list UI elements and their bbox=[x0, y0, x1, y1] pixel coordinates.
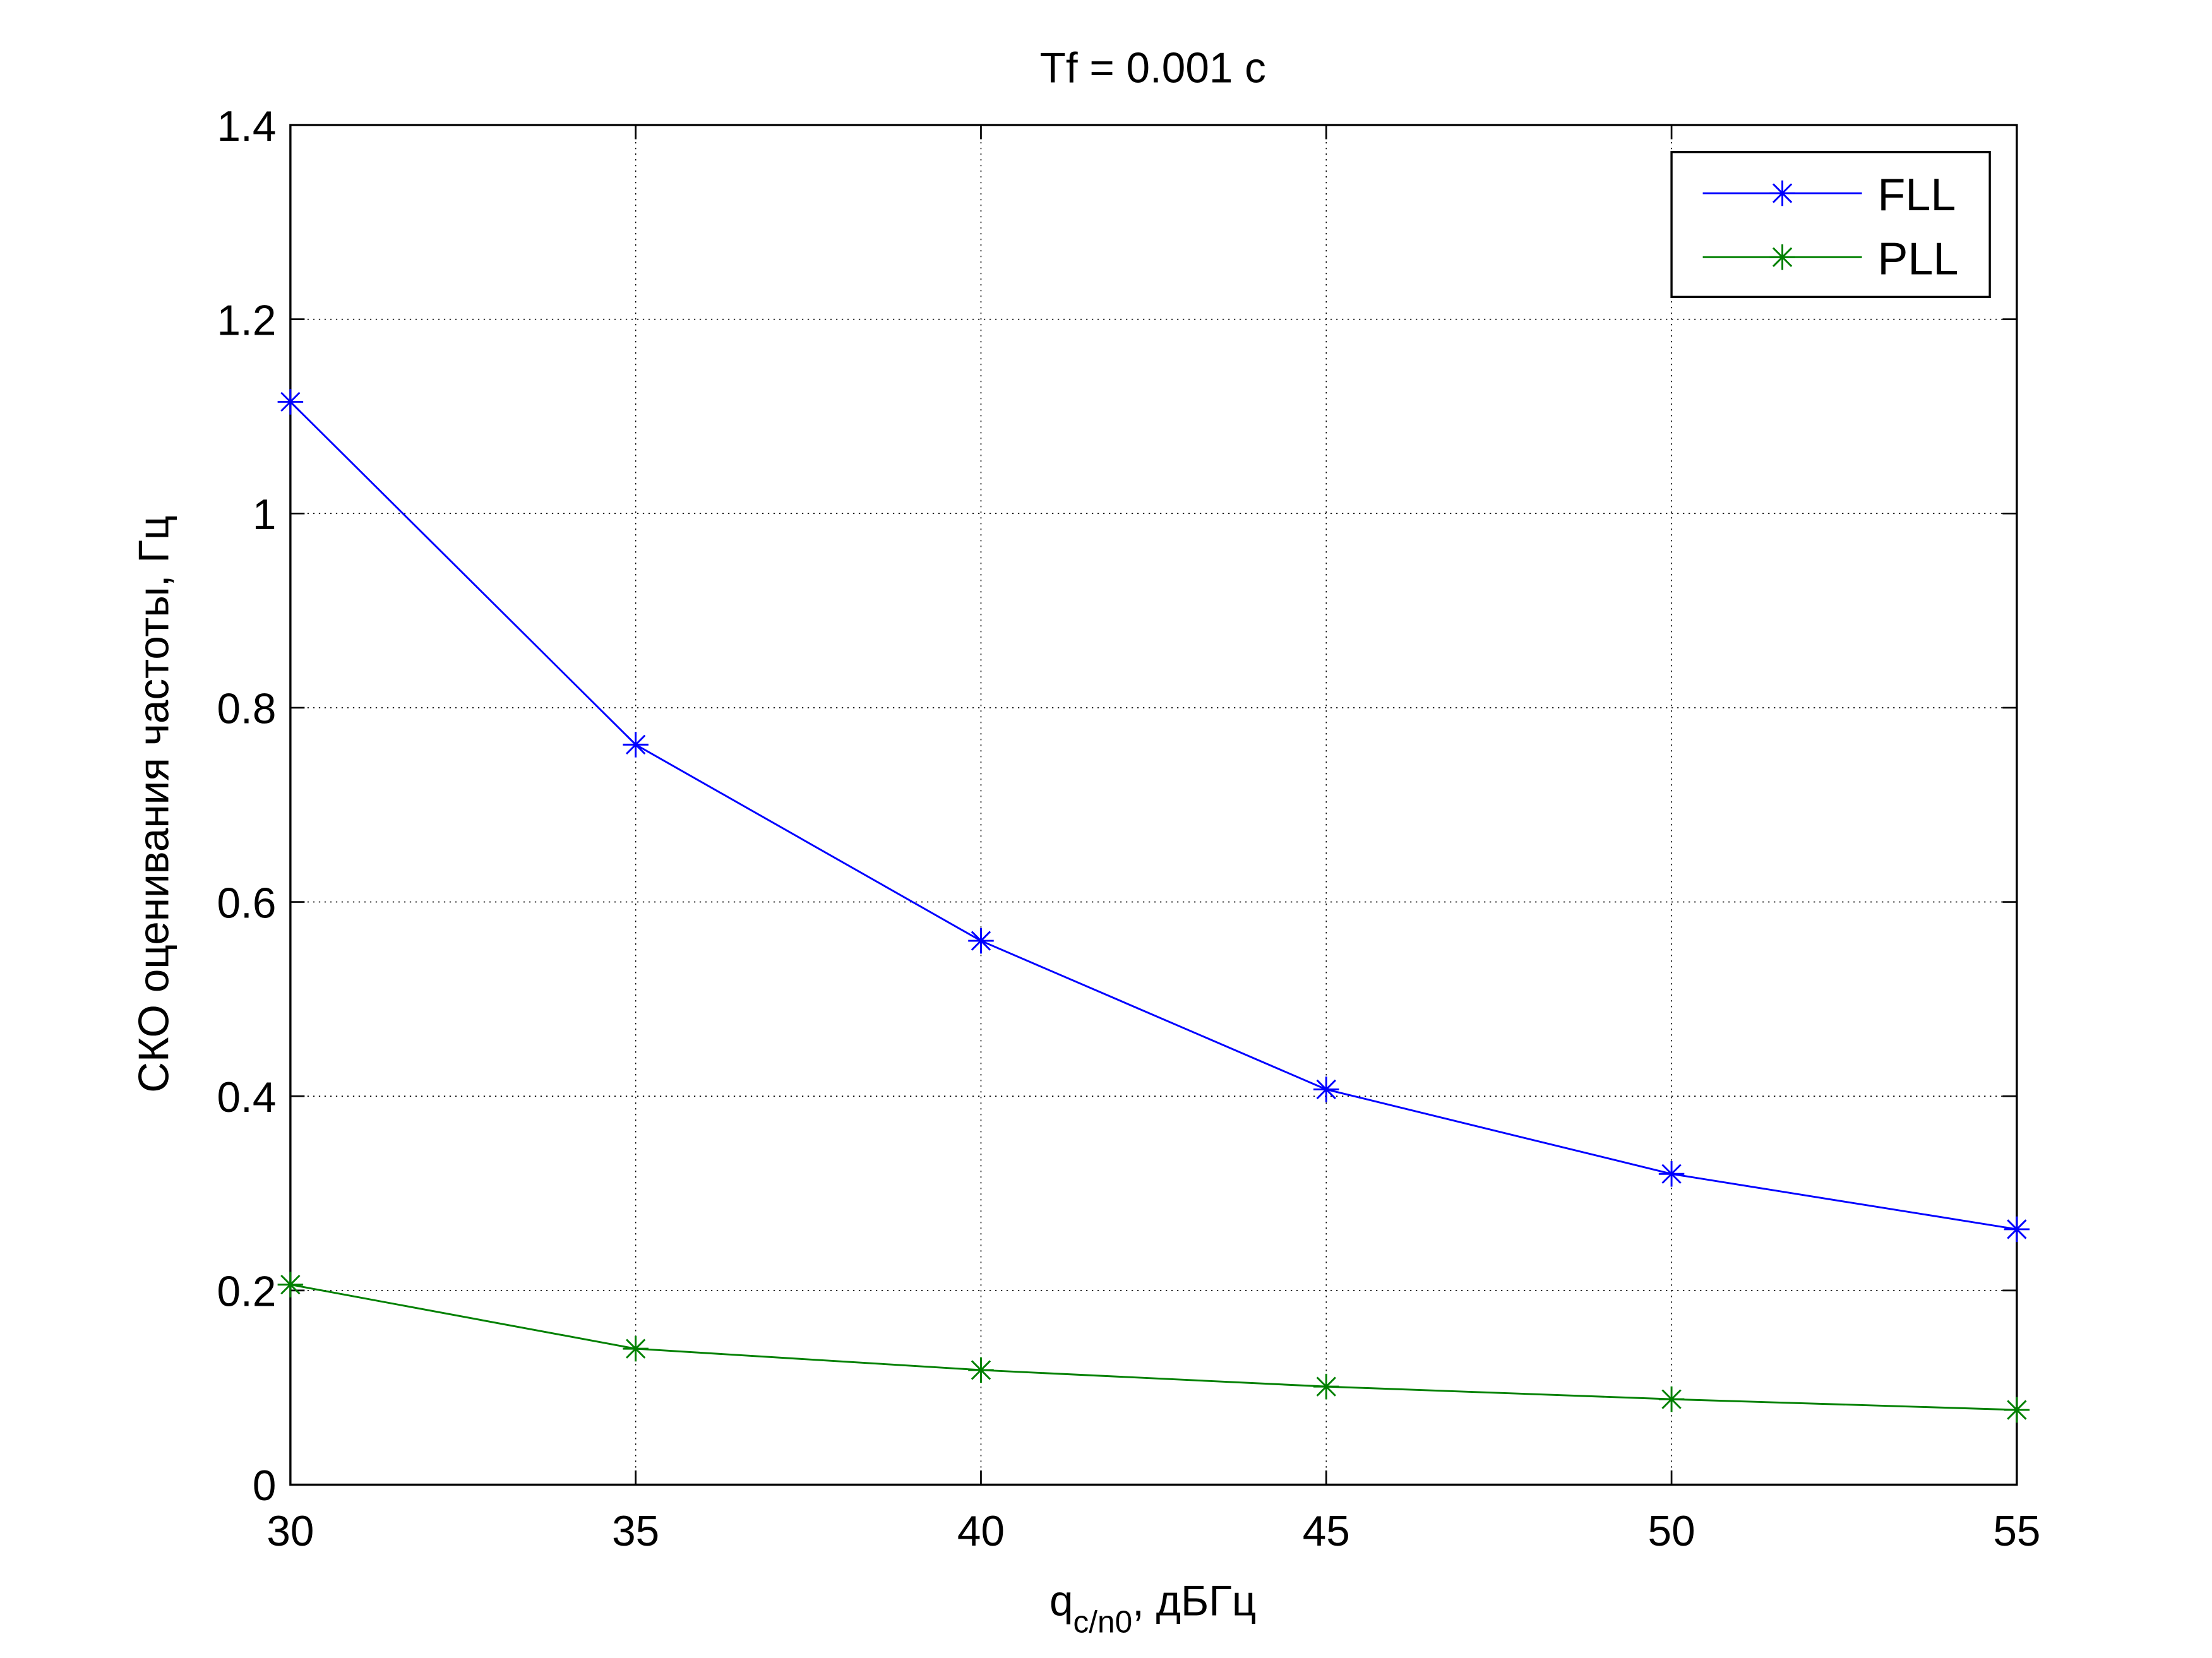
legend-box bbox=[1670, 151, 1991, 298]
marker-stroke bbox=[1661, 1164, 1682, 1184]
data-point-marker bbox=[623, 732, 649, 758]
data-point-marker bbox=[1658, 1386, 1685, 1412]
legend-marker-stroke bbox=[1772, 247, 1793, 267]
y-tick-label: 1.2 bbox=[217, 297, 277, 344]
x-axis-label-main: q bbox=[1049, 1577, 1073, 1625]
marker-stroke bbox=[1661, 1389, 1682, 1409]
y-tick-label: 0.8 bbox=[217, 686, 277, 733]
marker-stroke bbox=[971, 931, 991, 951]
series-pll bbox=[277, 1272, 2030, 1423]
chart-title: Tf = 0.001 c bbox=[1040, 45, 1266, 92]
grid bbox=[290, 125, 2017, 1485]
legend-label-fll: FLL bbox=[1877, 170, 1956, 220]
x-tick-label: 50 bbox=[1648, 1508, 1695, 1555]
ticks: 30 35 40 45 50 55 0 0.2 0.4 0.6 0.8 1 1.2 1.4 bbox=[217, 103, 2041, 1555]
data-point-marker bbox=[968, 1357, 994, 1383]
x-axis-label-units: , дБГц bbox=[1132, 1577, 1256, 1625]
legend-marker-fll bbox=[1769, 180, 1795, 206]
data-point-marker bbox=[1313, 1373, 1339, 1400]
data-point-marker bbox=[623, 1335, 649, 1362]
data-point-marker bbox=[1313, 1077, 1339, 1102]
marker-stroke bbox=[971, 1360, 991, 1380]
data-point-marker bbox=[277, 389, 304, 415]
series-layer bbox=[277, 389, 2030, 1423]
data-point-marker bbox=[277, 1272, 304, 1297]
x-tick-label: 35 bbox=[612, 1508, 659, 1555]
y-tick-label: 0 bbox=[253, 1462, 277, 1510]
legend-marker-stroke bbox=[1772, 183, 1793, 203]
data-point-marker bbox=[1658, 1161, 1685, 1187]
marker-stroke bbox=[626, 734, 646, 755]
plot-area-frame bbox=[289, 124, 2018, 1486]
marker-stroke bbox=[2007, 1400, 2027, 1420]
x-tick-label: 55 bbox=[1993, 1508, 2040, 1555]
y-tick-label: 0.6 bbox=[217, 880, 277, 927]
x-axis-label: qc/n0, дБГц bbox=[1049, 1577, 1257, 1639]
y-axis-label: СКО оценивания частоты, Гц bbox=[130, 515, 177, 1092]
series-line-fll bbox=[289, 401, 2018, 1231]
legend-marker-pll bbox=[1769, 244, 1795, 270]
marker-stroke bbox=[626, 1339, 646, 1359]
x-tick-label: 45 bbox=[1303, 1508, 1350, 1555]
y-tick-label: 0.4 bbox=[217, 1074, 277, 1121]
marker-stroke bbox=[1316, 1376, 1336, 1397]
y-tick-label: 1.4 bbox=[217, 103, 277, 150]
y-tick-label: 0.2 bbox=[217, 1268, 277, 1316]
marker-stroke bbox=[1316, 1079, 1336, 1100]
data-point-marker bbox=[968, 927, 994, 954]
data-point-marker bbox=[2004, 1397, 2030, 1423]
marker-stroke bbox=[280, 1274, 301, 1295]
marker-stroke bbox=[2007, 1219, 2027, 1239]
series-fll bbox=[277, 389, 2030, 1243]
series-line-pll bbox=[290, 1284, 2017, 1411]
y-tick-label: 1 bbox=[253, 491, 277, 539]
marker-stroke bbox=[280, 391, 301, 412]
legend-label-pll: PLL bbox=[1877, 234, 1958, 284]
legend: FLL PLL bbox=[1670, 151, 1991, 298]
x-axis-label-subscript: c/n0 bbox=[1073, 1604, 1133, 1639]
x-tick-label: 40 bbox=[957, 1508, 1005, 1555]
x-tick-label: 30 bbox=[266, 1508, 314, 1555]
data-point-marker bbox=[2004, 1216, 2030, 1243]
